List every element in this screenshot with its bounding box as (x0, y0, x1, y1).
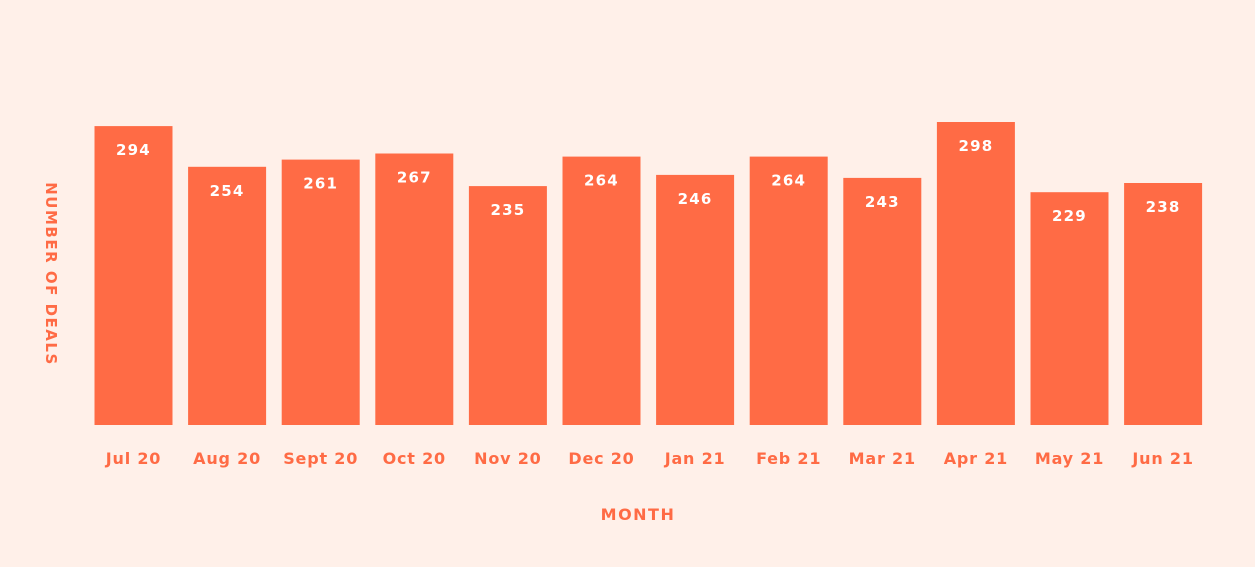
value-label: 294 (116, 141, 151, 159)
bar-dec-20 (562, 156, 641, 425)
category-label: Sept 20 (283, 449, 358, 468)
value-label: 264 (584, 172, 619, 190)
bar-nov-20 (468, 186, 547, 425)
value-label: 261 (303, 175, 338, 193)
category-label: Jun 21 (1131, 449, 1193, 468)
bar-sept-20 (281, 159, 360, 425)
category-label: Jan 21 (664, 449, 726, 468)
value-label: 267 (397, 169, 432, 187)
value-label: 264 (771, 172, 806, 190)
bar-jul-20 (94, 126, 173, 425)
bar-apr-21 (936, 122, 1015, 425)
bar-jan-21 (656, 174, 735, 425)
value-label: 229 (1052, 207, 1087, 225)
value-label: 238 (1146, 198, 1181, 216)
category-label: Jul 20 (105, 449, 161, 468)
bar-aug-20 (188, 166, 267, 426)
category-label: Apr 21 (944, 449, 1008, 468)
bar-jun-21 (1124, 183, 1203, 425)
value-label: 243 (865, 193, 900, 211)
category-labels-group: Jul 20 Aug 20 Sept 20 Oct 20 Nov 20 Dec 20 Jan… (105, 449, 1193, 468)
bar-mar-21 (843, 177, 922, 425)
value-label: 298 (958, 137, 993, 155)
bar-feb-21 (749, 156, 828, 425)
value-label: 235 (490, 201, 525, 219)
category-label: Feb 21 (756, 449, 821, 468)
bar-oct-20 (375, 153, 454, 425)
bar-may-21 (1030, 192, 1109, 425)
category-label: Dec 20 (568, 449, 634, 468)
x-axis-title: MONTH (601, 505, 676, 524)
bars-group (94, 122, 1203, 426)
category-label: Mar 21 (849, 449, 916, 468)
category-label: Oct 20 (383, 449, 446, 468)
value-label: 246 (678, 190, 713, 208)
y-axis-title: NUMBER OF DEALS (42, 182, 60, 366)
value-labels-group: 294 254 261 267 235 264 246 264 243 298 229 238 (116, 137, 1181, 225)
category-label: Nov 20 (474, 449, 541, 468)
category-label: Aug 20 (193, 449, 261, 468)
category-label: May 21 (1035, 449, 1104, 468)
value-label: 254 (210, 182, 245, 200)
